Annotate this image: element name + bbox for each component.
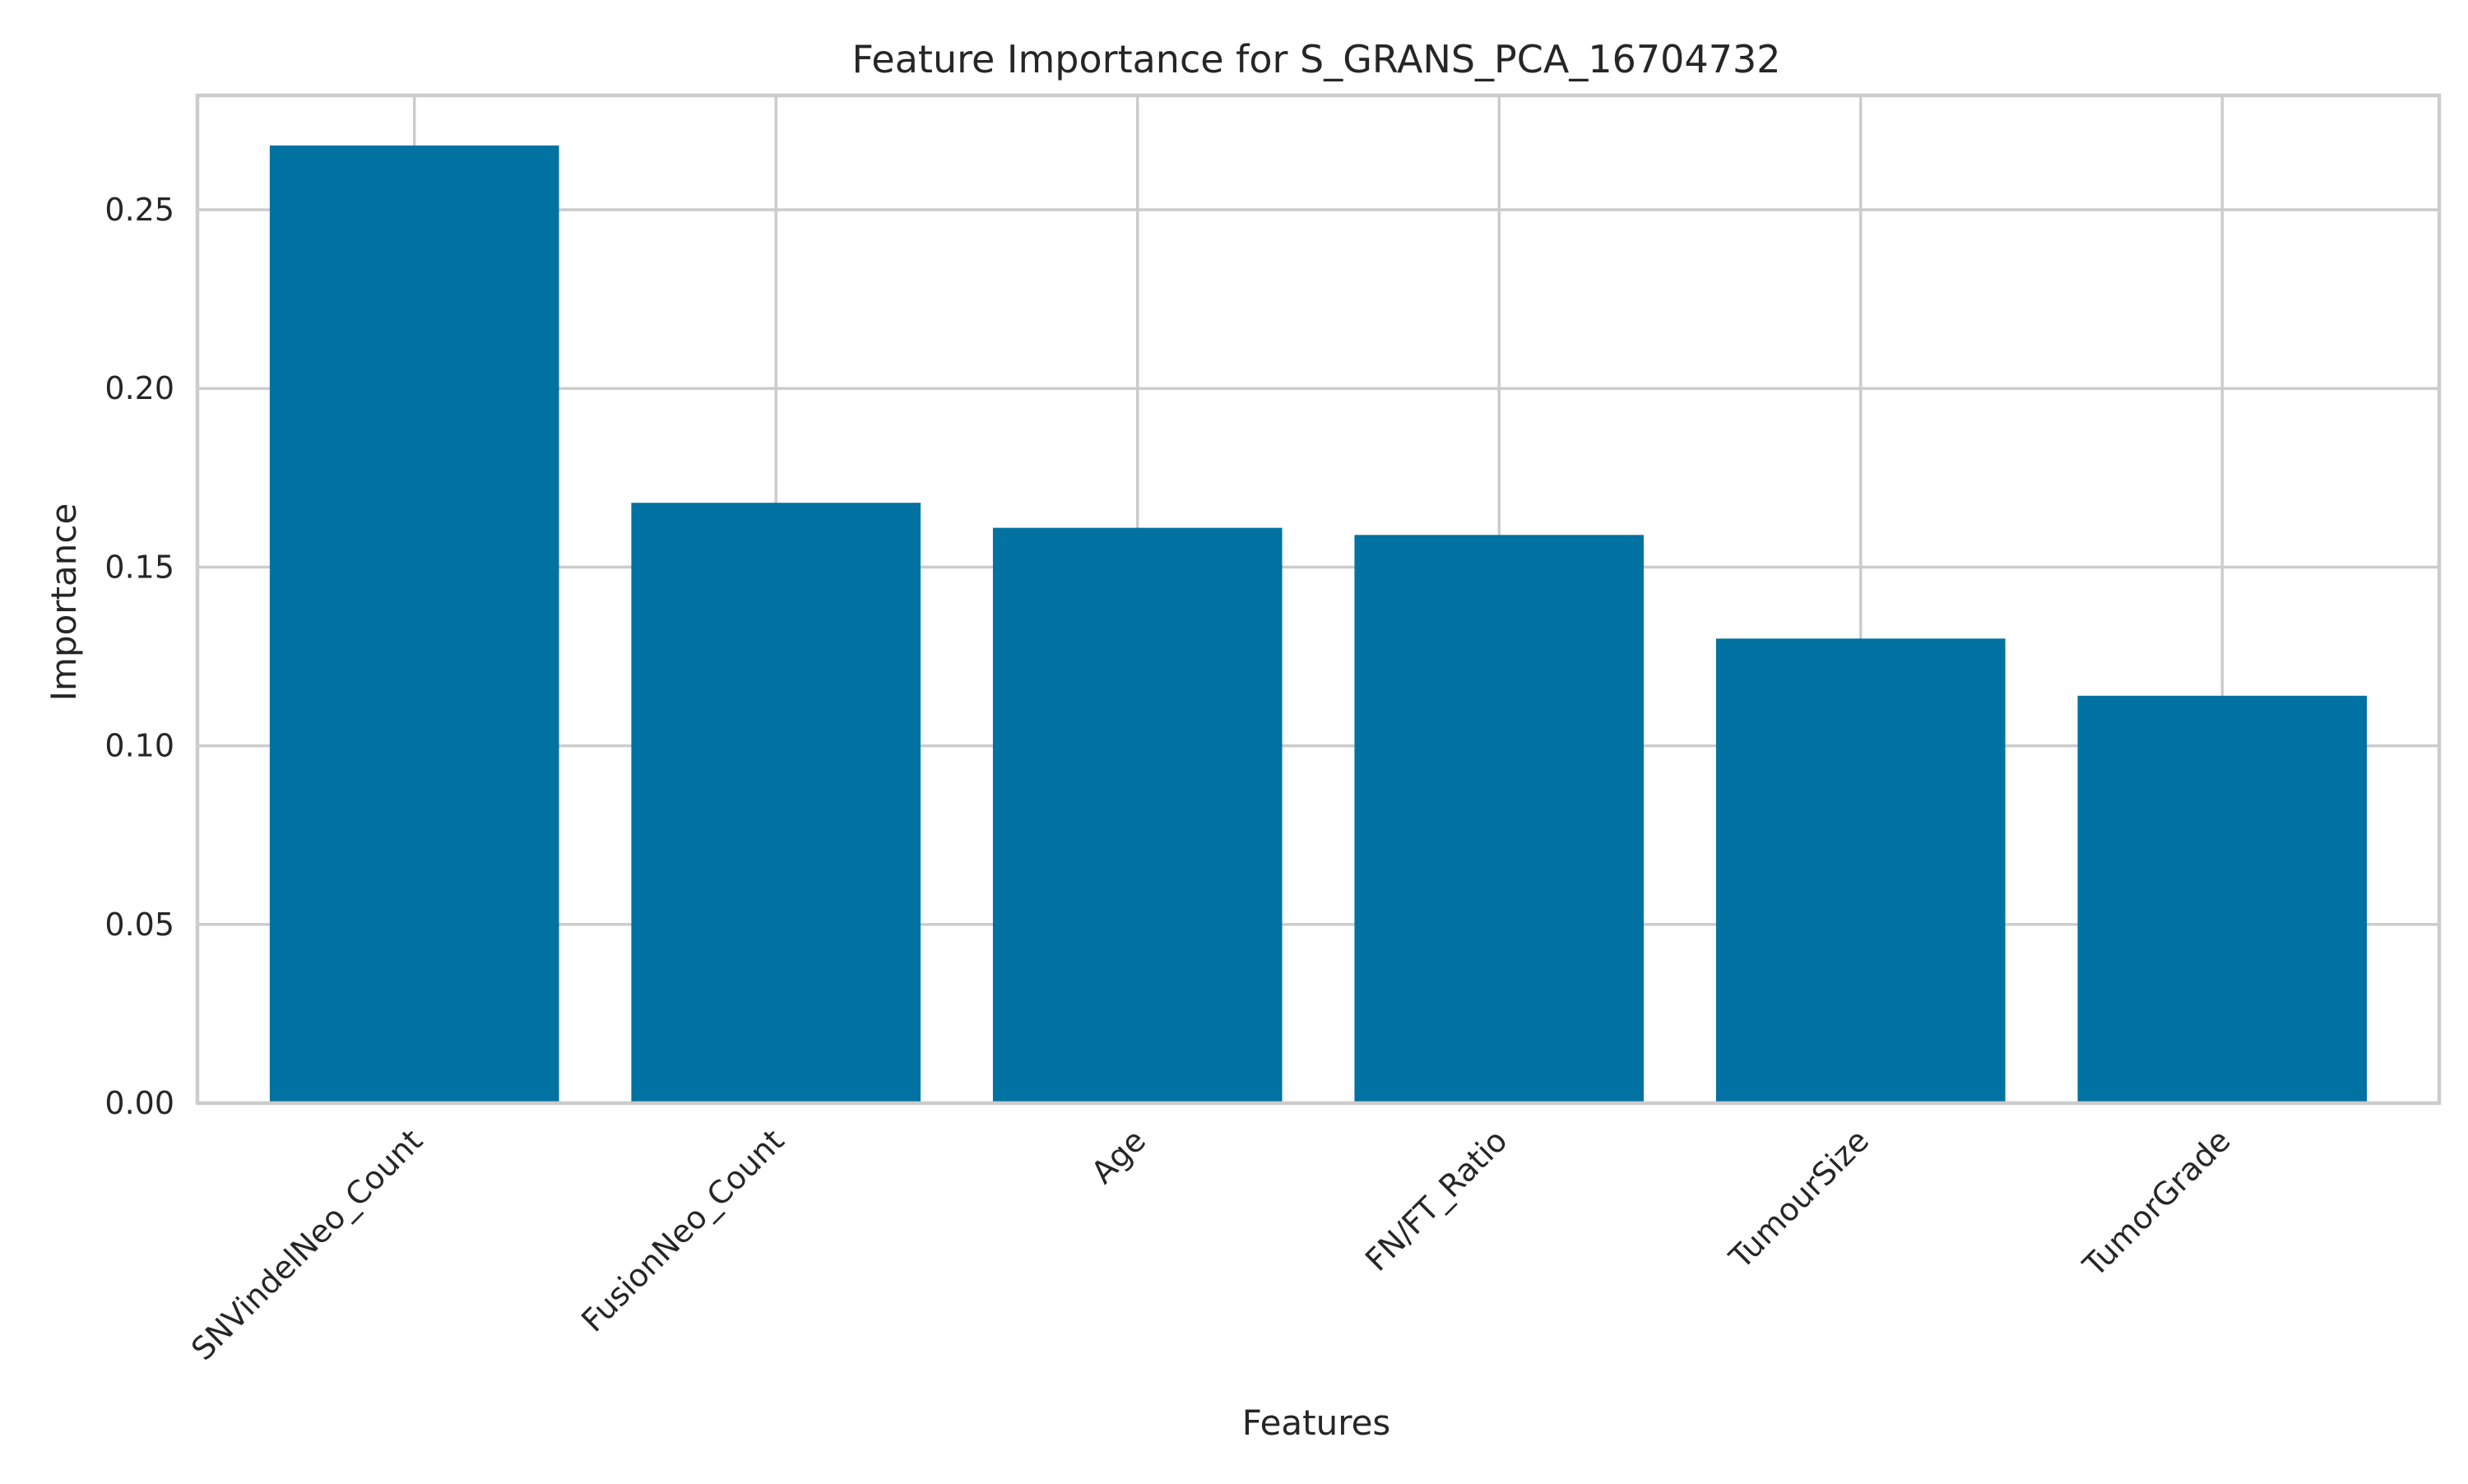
bar-age <box>992 527 1283 1103</box>
x-axis-label: Features <box>1242 1403 1391 1443</box>
grid-layer <box>197 95 2439 1105</box>
x-tick-labels: SNVindelNeo_Count FusionNeo_Count Age FN/FT… <box>184 1122 2237 1367</box>
x-tick-label: TumourSize <box>1722 1122 1876 1276</box>
x-tick-label: FN/FT_Ratio <box>1358 1122 1515 1278</box>
y-tick-label: 0.15 <box>104 549 174 585</box>
y-tick-label: 0.05 <box>104 907 174 943</box>
x-tick-label: FusionNeo_Count <box>574 1122 791 1338</box>
bar-tumoursize <box>1715 638 2006 1103</box>
y-tick-labels: 0.00 0.05 0.10 0.15 0.20 0.25 <box>104 192 174 1121</box>
chart-title: Feature Importance for S_GRANS_PCA_16704… <box>851 37 1780 81</box>
x-tick-label: TumorGrade <box>2076 1122 2238 1284</box>
plot-frame <box>195 93 2442 1106</box>
bar-tumorgrade <box>2077 695 2368 1103</box>
x-tick-label: Age <box>1084 1122 1153 1190</box>
y-axis-label: Importance <box>44 503 84 702</box>
y-tick-label: 0.25 <box>104 192 174 228</box>
bar-layer <box>269 145 2368 1104</box>
bar-snvindelneo-count <box>269 145 559 1104</box>
y-tick-label: 0.10 <box>104 728 174 764</box>
y-tick-label: 0.00 <box>104 1085 174 1121</box>
bar-fusionneo-count <box>631 503 921 1103</box>
x-tick-label: SNVindelNeo_Count <box>184 1122 429 1367</box>
y-tick-label: 0.20 <box>104 370 174 406</box>
bar-fn-ft-ratio <box>1354 535 1645 1103</box>
